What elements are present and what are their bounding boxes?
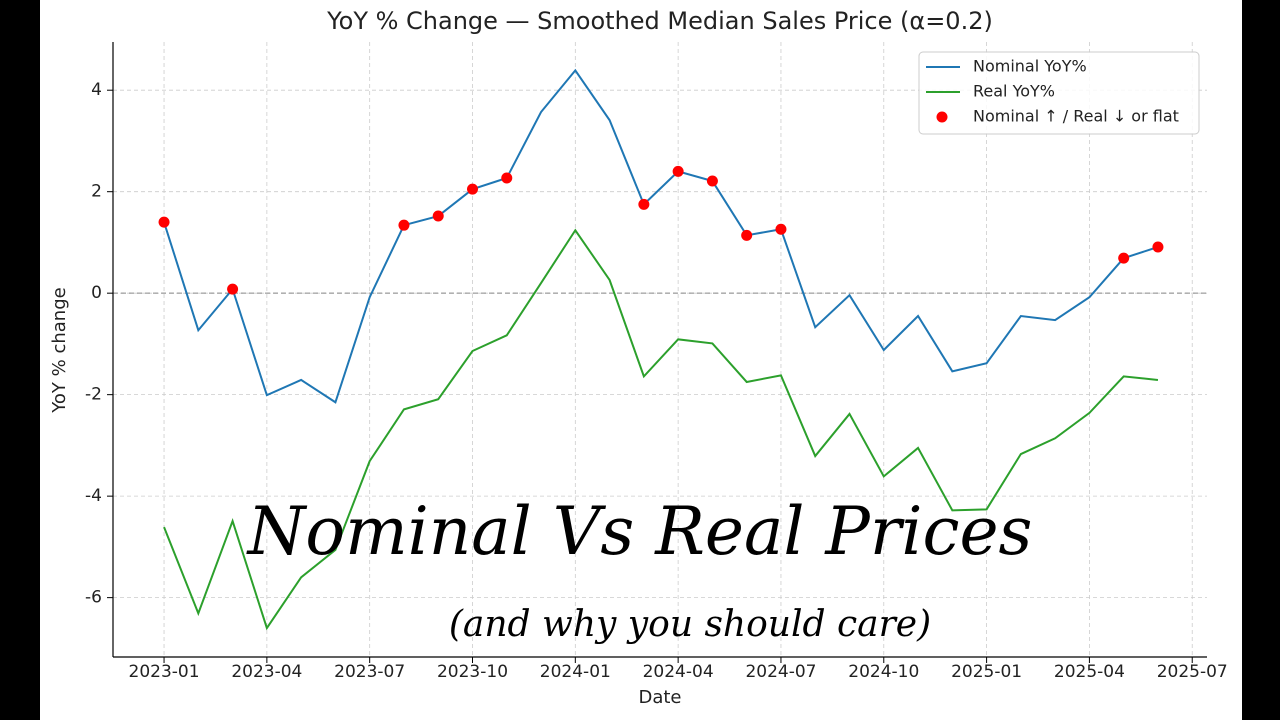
marker	[741, 229, 753, 241]
y-tick-label: -6	[85, 588, 102, 608]
marker	[432, 210, 444, 222]
marker	[227, 283, 239, 295]
y-tick-label: 0	[91, 283, 102, 303]
overlay-subtitle: (and why you should care)	[449, 604, 931, 645]
x-tick-label: 2024-04	[643, 662, 714, 682]
marker	[158, 216, 170, 228]
legend-label: Nominal YoY%	[973, 57, 1087, 76]
marker	[501, 172, 513, 184]
marker	[398, 219, 410, 231]
legend: Nominal YoY% Real YoY% Nominal ↑ / Real ↓ …	[918, 51, 1200, 135]
x-tick-label: 2024-07	[745, 662, 816, 682]
marker	[1118, 252, 1130, 264]
x-tick-label: 2024-01	[540, 662, 611, 682]
y-tick-label: 4	[91, 80, 102, 100]
legend-box	[918, 51, 1200, 135]
y-axis-label: YoY % change	[49, 287, 70, 413]
legend-swatch	[936, 111, 948, 123]
y-tick-label: -2	[85, 385, 102, 405]
x-tick-label: 2023-10	[437, 662, 508, 682]
legend-label: Real YoY%	[973, 82, 1055, 101]
marker	[672, 165, 684, 177]
marker	[638, 198, 650, 210]
overlay-title: Nominal Vs Real Prices	[246, 493, 1033, 570]
y-tick-label: 2	[91, 182, 102, 202]
legend-label: Nominal ↑ / Real ↓ or flat	[973, 107, 1179, 126]
x-tick-label: 2025-07	[1157, 662, 1228, 682]
plot-area: -6 -4 -2 0 2 4 2023-01 2023-04 2023-07 2023-10 202…	[85, 42, 1228, 682]
x-tick-label: 2023-01	[129, 662, 200, 682]
marker	[775, 223, 787, 235]
line-series	[163, 228, 1159, 631]
x-axis-label: Date	[638, 687, 681, 708]
line-series	[163, 68, 1159, 404]
x-tick-label: 2025-04	[1054, 662, 1125, 682]
x-tick-label: 2023-07	[334, 662, 405, 682]
marker	[1152, 241, 1164, 253]
marker	[706, 175, 718, 187]
chart-title: YoY % Change — Smoothed Median Sales Pri…	[326, 7, 993, 35]
x-tick-label: 2025-01	[951, 662, 1022, 682]
marker	[467, 183, 478, 195]
y-tick-label: -4	[85, 486, 102, 506]
x-tick-label: 2023-04	[231, 662, 302, 682]
x-tick-label: 2024-10	[848, 662, 919, 682]
